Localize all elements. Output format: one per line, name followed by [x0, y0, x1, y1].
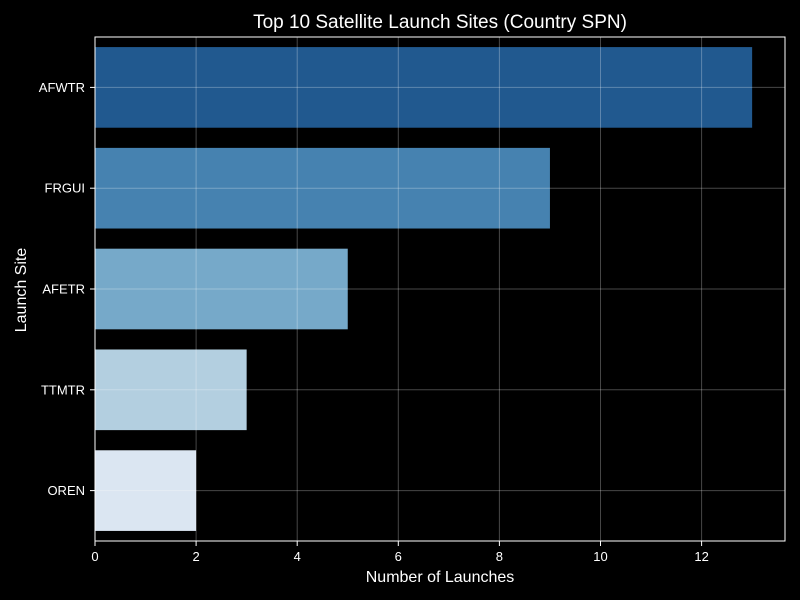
y-tick-label: OREN	[47, 483, 85, 498]
x-tick-label: 6	[395, 549, 402, 564]
x-tick-label: 12	[694, 549, 708, 564]
bar	[95, 47, 753, 128]
x-tick-label: 8	[496, 549, 503, 564]
bar	[95, 248, 348, 330]
x-tick-label: 0	[91, 549, 98, 564]
bar	[95, 349, 247, 431]
bar	[95, 147, 550, 229]
y-tick-label: FRGUI	[45, 181, 85, 196]
axes-frame	[94, 36, 786, 542]
y-axis-label: Launch Site	[13, 248, 30, 333]
x-axis-label: Number of Launches	[366, 569, 515, 586]
y-tick-label: TTMTR	[41, 382, 85, 397]
bar	[95, 450, 197, 531]
chart-title: Top 10 Satellite Launch Sites (Country S…	[253, 12, 627, 33]
plot-area: 0 2 4 6 8 10 12 AFWTR FRGUI AFETR TTMTR OREN	[39, 36, 786, 564]
y-tick-label: AFETR	[42, 282, 85, 297]
x-tick-label: 4	[294, 549, 301, 564]
x-tick-label: 10	[593, 549, 607, 564]
x-tick-label: 2	[192, 549, 199, 564]
y-tick-label: AFWTR	[39, 80, 85, 95]
